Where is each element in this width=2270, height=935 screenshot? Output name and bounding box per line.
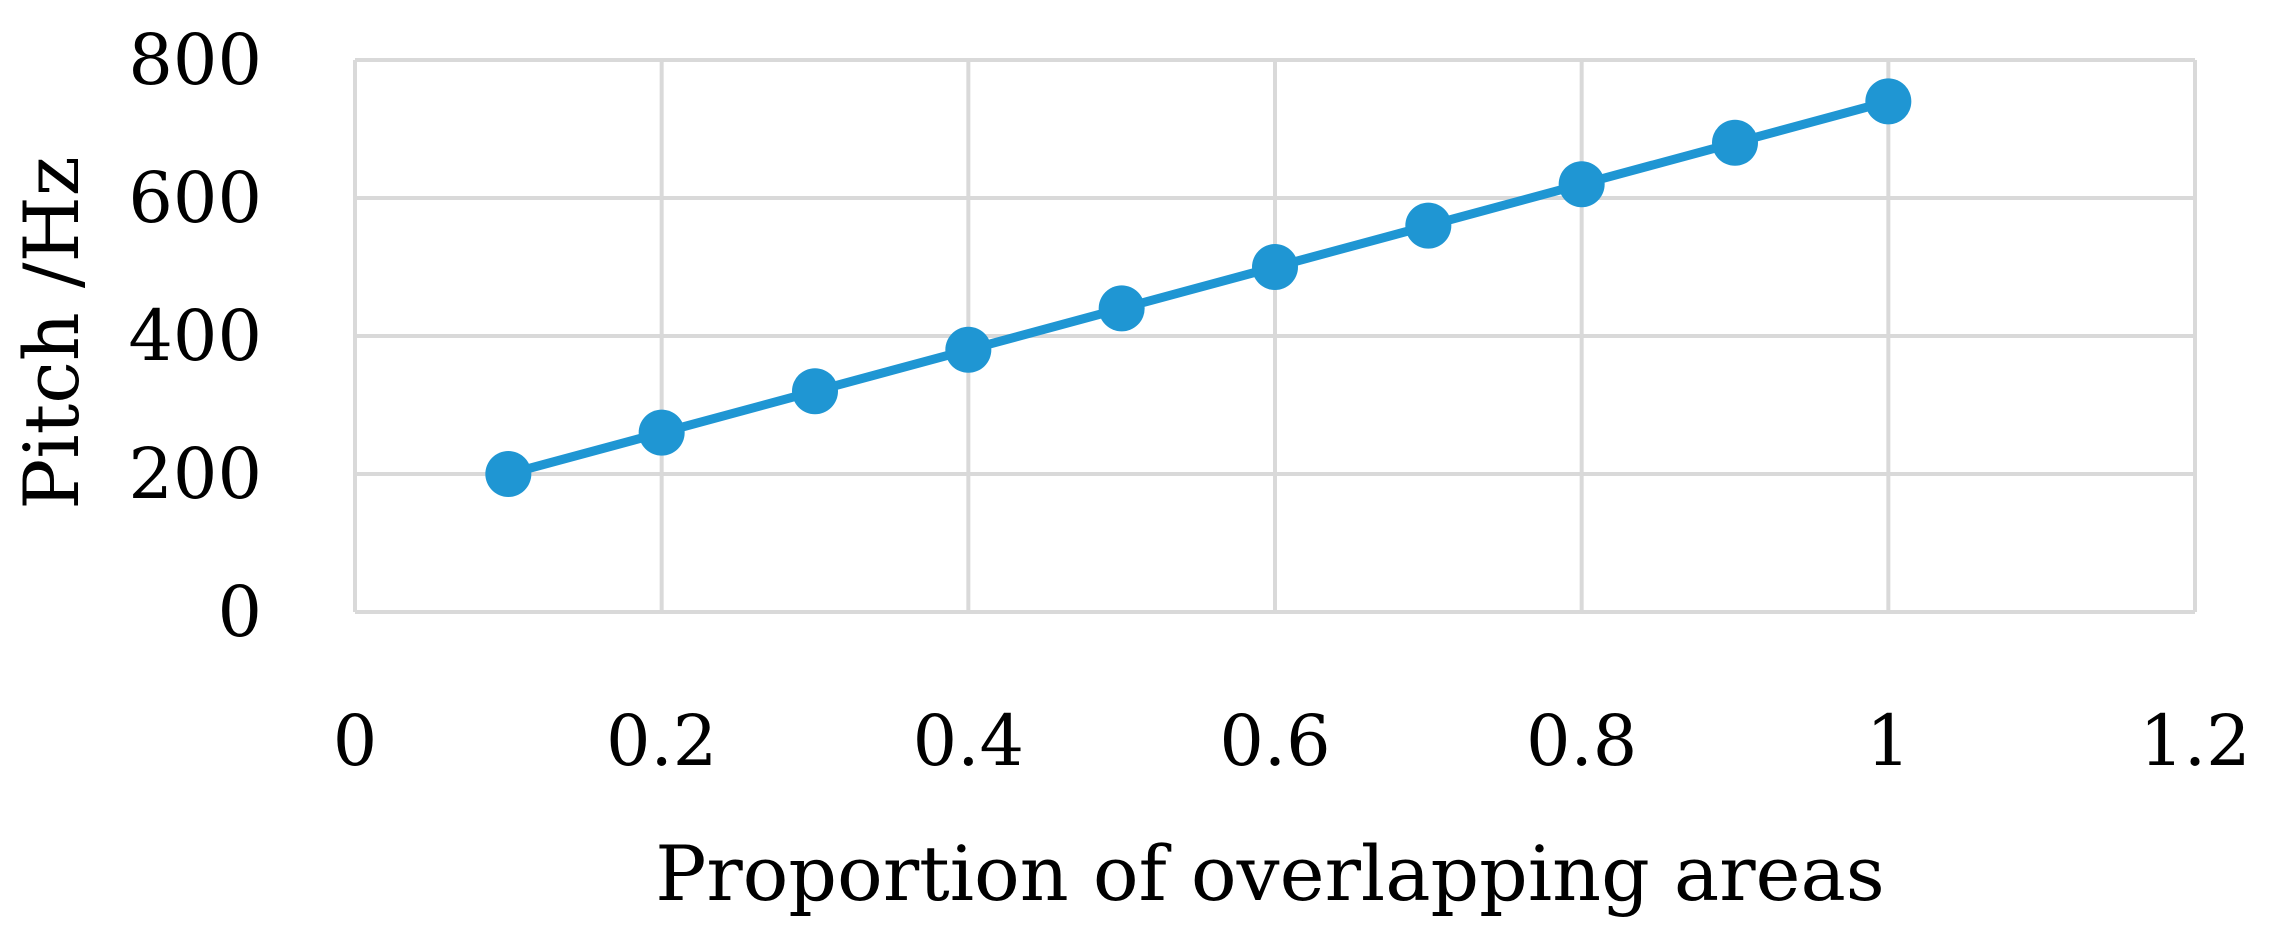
x-tick-label: 0 [333,700,378,782]
axis-layer [353,60,2195,614]
data-point [1558,161,1605,208]
x-tick-label: 0.6 [1219,700,1330,782]
x-tick-label: 1.2 [2139,700,2250,782]
grid-layer [355,58,2197,612]
data-point [945,326,992,373]
data-point [1098,285,1145,332]
y-tick-label: 600 [128,157,262,239]
data-point [1865,78,1912,125]
data-point [638,409,685,456]
x-tick-label: 1 [1866,700,1911,782]
data-point [1252,244,1298,290]
y-tick-label: 200 [128,433,262,515]
x-tick-labels: 0 0.2 0.4 0.6 0.8 1 1.2 [333,700,2251,782]
y-tick-label: 800 [128,19,262,101]
x-axis-title: Proportion of overlapping areas [655,829,1885,918]
data-point [1405,202,1452,249]
y-tick-labels: 0 200 400 600 800 [128,19,262,653]
data-point [1712,119,1758,166]
y-tick-label: 400 [128,295,262,377]
y-tick-label: 0 [217,571,262,653]
data-point [485,451,532,497]
x-tick-label: 0.8 [1526,700,1637,782]
x-tick-label: 0.2 [606,700,717,782]
series-layer [485,78,1912,497]
series-line [507,97,1890,479]
data-point [792,368,838,415]
y-axis-title: Pitch /Hz [7,156,96,510]
x-tick-label: 0.4 [913,700,1024,782]
